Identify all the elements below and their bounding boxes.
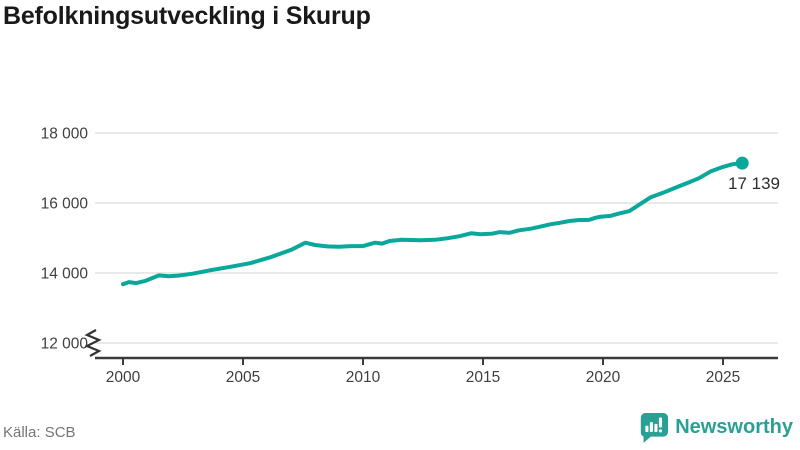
- x-tick-label: 2020: [586, 369, 621, 386]
- x-tick-label: 2025: [706, 369, 740, 386]
- source-note: Källa: SCB: [3, 424, 76, 441]
- y-tick-label: 16 000: [41, 196, 89, 213]
- x-tick-label: 2000: [106, 369, 141, 386]
- y-tick-label: 14 000: [41, 266, 89, 283]
- last-value-text: 17 139: [728, 174, 780, 193]
- population-series-line: [121, 161, 745, 287]
- page-title: Befolkningsutveckling i Skurup: [3, 2, 371, 30]
- newsworthy-logo-icon: [641, 413, 669, 443]
- newsworthy-wordmark: Newsworthy: [675, 416, 793, 438]
- axis-break-icon: [84, 329, 102, 357]
- y-axis-labels: 12 000 14 000 16 000 18 000: [41, 126, 89, 353]
- end-dot: [735, 156, 749, 170]
- population-polyline: [121, 161, 745, 287]
- x-axis: [95, 356, 778, 365]
- x-tick-label: 2005: [226, 369, 260, 386]
- last-value-label: 17 139: [728, 174, 780, 193]
- x-tick-label: 2015: [466, 369, 500, 386]
- y-tick-label: 18 000: [41, 126, 89, 143]
- last-data-point: [735, 156, 749, 170]
- x-tick-label: 2010: [346, 369, 381, 386]
- newsworthy-logo[interactable]: Newsworthy: [639, 412, 793, 443]
- y-tick-label: 12 000: [41, 336, 89, 353]
- gridlines: [95, 132, 778, 344]
- x-axis-labels: 2000 2005 2010 2015 2020 2025: [106, 369, 740, 386]
- axis-break-zigzag: [84, 329, 102, 357]
